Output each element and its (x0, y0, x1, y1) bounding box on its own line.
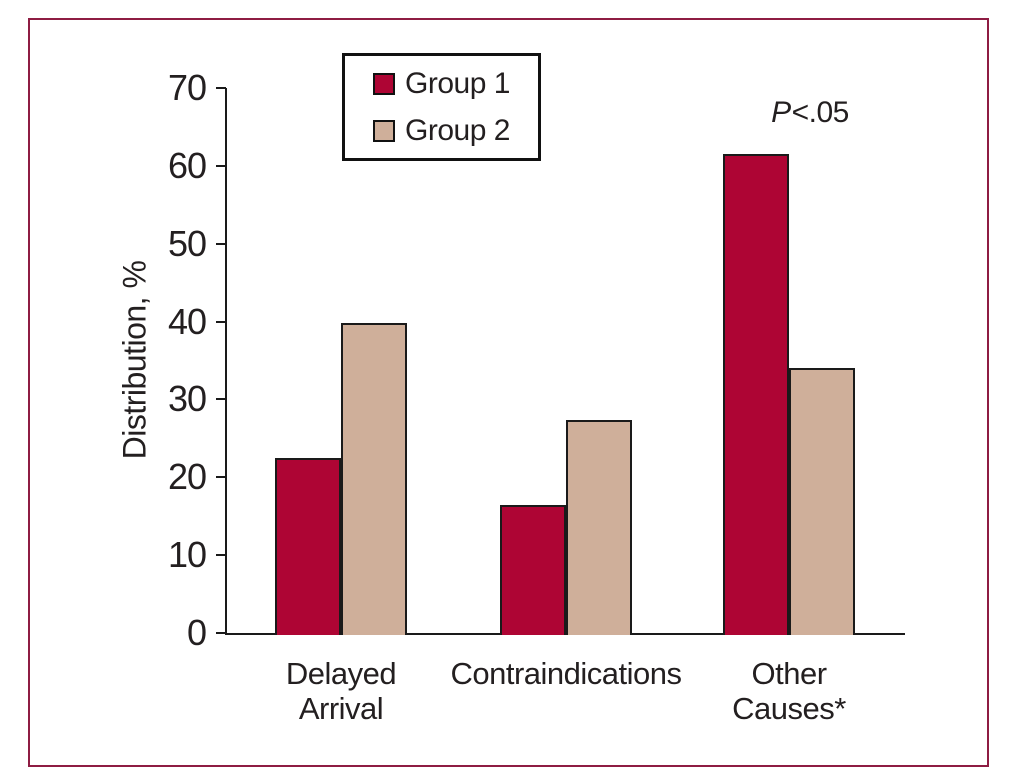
y-tick-label: 40 (167, 300, 207, 342)
y-tick-mark (216, 398, 226, 401)
y-tick-label: 70 (167, 67, 207, 108)
y-tick-mark (216, 554, 226, 557)
p-value-symbol: P (771, 96, 791, 129)
bar-group-2-contraindications (566, 420, 632, 635)
x-category-label-contraindications: Contraindications (450, 656, 682, 691)
y-tick-label: 20 (167, 456, 207, 498)
legend-item-group2: Group 2 (373, 110, 538, 152)
y-tick-mark (216, 164, 226, 167)
y-tick-label: 0 (186, 612, 207, 653)
y-tick-mark (216, 476, 226, 479)
legend-item-group1: Group 1 (373, 63, 538, 105)
y-tick-mark (216, 242, 226, 245)
y-tick-mark (216, 87, 226, 89)
bar-group-1-contraindications (500, 505, 566, 635)
x-category-label-delayed-arrival: Delayed Arrival (285, 656, 397, 726)
y-axis-title: Distribution, % (116, 260, 153, 460)
bar-group-2-delayed-arrival (341, 323, 407, 635)
bar-group-1-delayed-arrival (275, 458, 341, 635)
x-category-label-other-causes: Other Causes* (732, 656, 846, 726)
y-tick-mark (216, 632, 226, 634)
y-tick-label: 30 (167, 378, 207, 420)
legend: Group 1 Group 2 (342, 53, 541, 161)
bar-group-1-other-causes (723, 154, 789, 635)
y-tick-label: 50 (167, 222, 207, 264)
legend-swatch-group2 (373, 119, 395, 142)
y-tick-label: 10 (167, 534, 207, 576)
p-value-annotation: P<.05 (748, 96, 872, 130)
bar-group-2-other-causes (789, 368, 855, 635)
p-value-text: <.05 (791, 96, 850, 129)
y-axis-line (225, 88, 227, 635)
y-tick-label: 60 (167, 144, 207, 186)
legend-label-group1: Group 1 (405, 66, 510, 100)
legend-swatch-group1 (373, 72, 395, 95)
legend-label-group2: Group 2 (405, 113, 510, 147)
y-tick-mark (216, 320, 226, 323)
